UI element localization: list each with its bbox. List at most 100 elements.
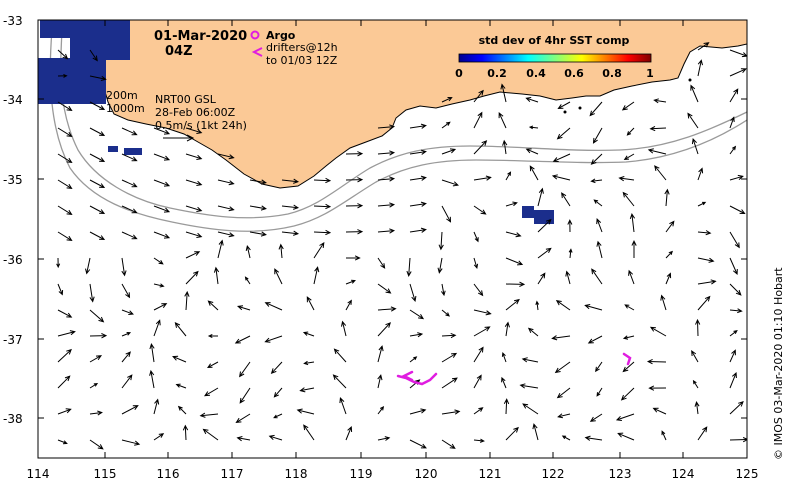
current-vector xyxy=(57,375,71,389)
current-vector xyxy=(57,49,69,60)
current-vector xyxy=(377,306,397,312)
current-vector xyxy=(537,247,552,259)
current-vector xyxy=(153,257,164,265)
current-vector xyxy=(529,165,539,181)
current-vector xyxy=(441,377,458,389)
current-vector xyxy=(441,179,459,187)
current-vector xyxy=(697,167,704,181)
current-vector xyxy=(333,348,347,363)
current-vector xyxy=(409,149,427,155)
current-vector xyxy=(174,322,187,337)
current-vector xyxy=(729,349,736,363)
current-vector xyxy=(234,335,251,344)
x-tick-label: 124 xyxy=(672,467,695,481)
current-vector xyxy=(185,231,203,238)
current-vector xyxy=(281,204,300,210)
current-vector xyxy=(303,424,315,441)
current-vector xyxy=(654,165,667,181)
x-tick-label: 121 xyxy=(479,467,502,481)
island xyxy=(578,106,582,110)
x-tick-label: 116 xyxy=(157,467,180,481)
current-vector xyxy=(626,127,635,136)
current-vector xyxy=(185,153,203,160)
current-vector xyxy=(694,401,700,415)
current-vector xyxy=(522,403,539,415)
current-vector xyxy=(409,283,417,302)
current-vector xyxy=(296,408,315,415)
current-vector xyxy=(561,435,571,441)
current-vector xyxy=(557,101,571,109)
current-vector xyxy=(377,436,391,441)
current-vector xyxy=(345,279,356,285)
current-vector xyxy=(565,270,571,285)
colorbar-tick-label: 0.2 xyxy=(487,67,507,80)
current-vector xyxy=(57,408,72,415)
current-vector xyxy=(473,374,482,389)
y-tick-label: -37 xyxy=(3,333,23,347)
current-vector xyxy=(441,97,453,103)
current-vector xyxy=(281,178,300,184)
current-vector xyxy=(551,335,571,341)
current-vector xyxy=(239,361,251,378)
current-vector xyxy=(661,430,667,441)
current-vector xyxy=(729,401,744,415)
y-tick-label: -34 xyxy=(3,93,23,107)
x-tick-label: 125 xyxy=(736,467,759,481)
current-vector xyxy=(409,332,424,338)
current-vector xyxy=(695,318,701,337)
current-vector xyxy=(473,175,492,181)
current-vector xyxy=(409,309,425,320)
current-vector xyxy=(121,179,138,188)
current-vector xyxy=(175,383,187,389)
current-vector xyxy=(377,176,396,182)
current-vector xyxy=(153,179,171,187)
current-vector xyxy=(473,326,491,337)
current-vector xyxy=(306,296,315,311)
current-vector xyxy=(57,153,73,164)
current-vector xyxy=(177,405,187,415)
current-vector xyxy=(729,174,744,181)
current-vector xyxy=(57,439,68,445)
current-vector xyxy=(441,352,458,363)
y-tick-label: -33 xyxy=(3,14,23,28)
colorbar-labels: 0 0.2 0.4 0.6 0.8 1 xyxy=(455,67,654,80)
current-vector xyxy=(590,153,603,165)
legend-argo: Argo xyxy=(266,29,296,42)
colorbar xyxy=(458,53,652,63)
current-vector xyxy=(89,75,107,81)
current-vector xyxy=(377,405,385,415)
current-vector xyxy=(345,299,352,311)
current-vector xyxy=(687,112,699,129)
current-vector xyxy=(505,426,519,441)
current-vector xyxy=(57,205,73,216)
current-vector xyxy=(502,139,508,155)
current-vector xyxy=(268,434,283,441)
product-time: 28-Feb 06:00Z xyxy=(155,106,236,119)
current-vector xyxy=(121,309,134,315)
x-axis-labels: 114 115 116 117 118 119 120 121 122 123 … xyxy=(27,467,759,481)
current-vector xyxy=(89,309,105,323)
current-vector xyxy=(473,407,484,415)
current-vector xyxy=(646,358,667,365)
map-date: 01-Mar-2020 xyxy=(154,29,247,44)
current-vector xyxy=(665,220,675,233)
current-vector xyxy=(525,97,539,103)
x-tick-label: 114 xyxy=(27,467,50,481)
current-vector xyxy=(501,376,507,389)
current-vector xyxy=(217,179,235,186)
current-vector xyxy=(57,309,73,318)
current-vector xyxy=(441,148,457,155)
current-vector xyxy=(377,228,396,234)
current-vector xyxy=(121,127,138,136)
current-vector xyxy=(554,361,571,374)
current-vector xyxy=(406,257,412,277)
current-vector xyxy=(121,351,131,363)
current-vector xyxy=(377,257,386,269)
current-vector xyxy=(631,239,637,258)
current-vector xyxy=(313,241,325,259)
current-vector xyxy=(89,410,103,416)
current-vector xyxy=(596,218,603,233)
current-vector xyxy=(121,205,138,214)
current-vector xyxy=(339,397,347,415)
